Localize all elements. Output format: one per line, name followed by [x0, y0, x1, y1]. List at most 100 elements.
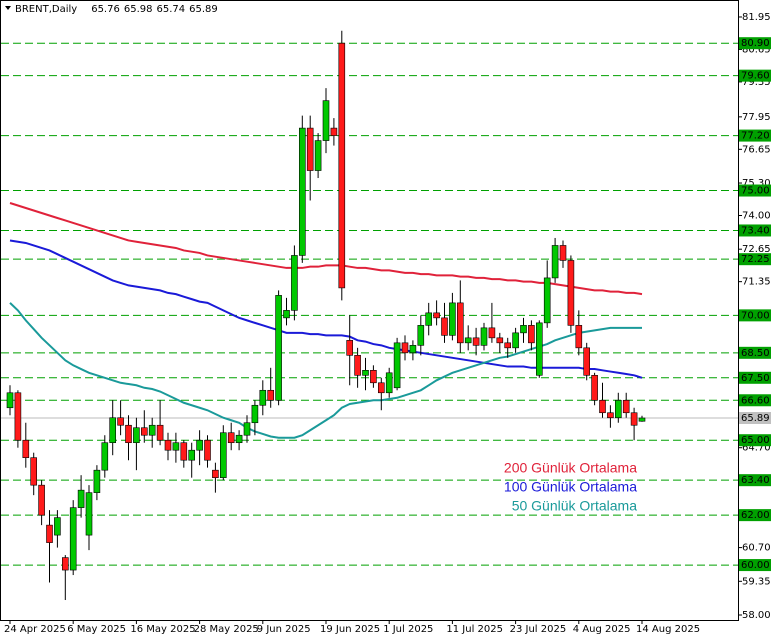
- level-label: 65.00: [741, 435, 770, 446]
- level-label-box: [739, 253, 771, 266]
- candle-body: [385, 372, 393, 394]
- level-label: 79.60: [741, 71, 770, 82]
- candle-body: [528, 325, 535, 344]
- candle-body: [54, 517, 61, 536]
- candle-body: [133, 427, 140, 444]
- level-label-box: [739, 509, 771, 522]
- y-tick-label: 76.65: [742, 144, 771, 155]
- y-tick-label: 80.65: [742, 44, 771, 55]
- candle-body: [638, 417, 646, 422]
- header-open: 65.76: [91, 4, 120, 15]
- candle-body: [551, 245, 559, 279]
- candle-body: [148, 424, 156, 436]
- header-high: 65.98: [124, 4, 153, 15]
- level-label-box: [739, 129, 771, 142]
- candle-body: [243, 422, 251, 436]
- level-label: 67.50: [741, 373, 770, 384]
- candle-body: [599, 399, 606, 414]
- x-tick-label: 14 Aug 2025: [636, 624, 700, 635]
- candle-body: [417, 325, 425, 346]
- candle-body: [180, 442, 188, 461]
- candle-body: [496, 337, 504, 344]
- candle-body: [61, 557, 69, 571]
- x-tick-label: 28 May 2025: [194, 624, 259, 635]
- candle-body: [330, 127, 338, 136]
- y-tick-label: 74.00: [742, 210, 771, 221]
- candle-body: [433, 312, 440, 319]
- candle-body: [14, 392, 22, 441]
- moving-average-line: [9, 202, 643, 296]
- candle-body: [306, 127, 314, 171]
- candle-body: [338, 42, 346, 289]
- candle-body: [401, 342, 409, 354]
- candle-body: [204, 439, 211, 461]
- level-label-box: [739, 474, 771, 487]
- candle-body: [101, 442, 109, 471]
- candle-body: [291, 255, 298, 311]
- candle-body: [109, 417, 116, 444]
- candle-body: [212, 469, 219, 478]
- candle-body: [441, 317, 448, 336]
- level-label: 72.25: [741, 254, 770, 265]
- candle-body: [425, 312, 433, 326]
- candle-body: [622, 399, 630, 414]
- candle-body: [30, 457, 38, 486]
- candle-body: [38, 484, 45, 516]
- candle-body: [85, 492, 93, 536]
- x-tick-label: 23 Jul 2025: [510, 624, 567, 635]
- level-label: 60.00: [741, 560, 770, 571]
- candle-body: [488, 327, 496, 339]
- candle-body: [543, 277, 551, 324]
- candle-body: [251, 404, 259, 424]
- candle-body: [559, 245, 567, 261]
- candle-body: [314, 140, 322, 171]
- x-tick-label: 9 Jun 2025: [257, 624, 311, 635]
- candle-body: [235, 434, 243, 444]
- chart-header: BRENT,Daily 65.76 65.98 65.74 65.89: [15, 4, 218, 15]
- candle-body: [46, 524, 53, 543]
- level-label-box: [739, 434, 771, 447]
- level-label-box: [739, 371, 771, 384]
- legend-entry: 50 Günlük Ortalama: [512, 498, 637, 514]
- x-tick-label: 1 Jul 2025: [383, 624, 433, 635]
- y-tick-label: 64.70: [742, 443, 771, 454]
- y-tick-label: 75.30: [742, 178, 771, 189]
- candle-body: [504, 342, 512, 349]
- x-tick-label: 24 Apr 2025: [4, 624, 66, 635]
- candle-body: [125, 424, 132, 444]
- level-label: 63.40: [741, 475, 770, 486]
- candle-body: [77, 489, 85, 508]
- level-label-box: [739, 184, 771, 197]
- level-label-box: [739, 309, 771, 322]
- candle-body: [156, 424, 164, 441]
- candle-body: [575, 325, 583, 349]
- candle-body: [512, 332, 519, 349]
- level-label-box: [739, 37, 771, 50]
- level-label-box: [739, 394, 771, 407]
- candle-body: [22, 439, 30, 458]
- candle-body: [196, 439, 203, 451]
- plot-frame: [0, 0, 739, 621]
- candle-body: [456, 302, 464, 344]
- legend-entry: 100 Günlük Ortalama: [504, 479, 637, 495]
- candle-body: [283, 310, 290, 319]
- level-label: 68.50: [741, 348, 770, 359]
- candle-body: [591, 374, 598, 401]
- header-low: 65.74: [156, 4, 185, 15]
- candle-body: [607, 412, 614, 419]
- candle-body: [409, 345, 417, 354]
- level-label: 75.00: [741, 186, 770, 197]
- candle-body: [275, 295, 282, 401]
- candle-body: [370, 370, 377, 384]
- y-tick-label: 58.00: [742, 610, 771, 621]
- candle-body: [630, 412, 638, 426]
- level-label: 80.90: [741, 38, 770, 49]
- x-tick-label: 16 May 2025: [130, 624, 195, 635]
- level-label-box: [739, 224, 771, 237]
- y-tick-label: 72.65: [742, 244, 771, 255]
- candle-body: [393, 342, 401, 389]
- y-tick-label: 77.95: [742, 112, 771, 123]
- candle-body: [172, 442, 180, 451]
- y-tick-label: 79.35: [742, 77, 771, 88]
- level-label: 77.20: [741, 131, 770, 142]
